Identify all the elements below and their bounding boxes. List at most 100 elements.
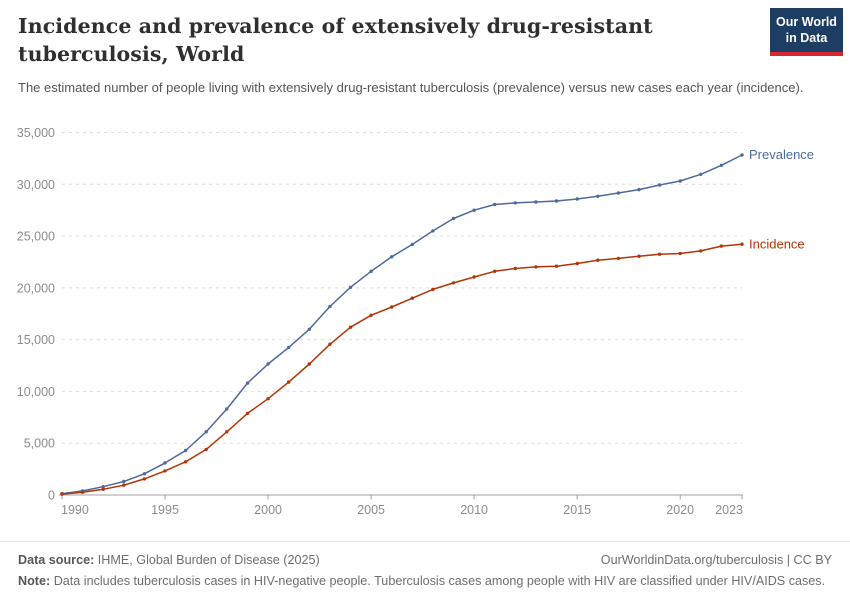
y-axis-tick-label: 25,000: [17, 230, 55, 244]
series-point: [245, 381, 250, 385]
series-point: [575, 261, 579, 266]
x-axis-tick-label: 2015: [563, 503, 591, 517]
series-point: [225, 407, 229, 411]
series-point: [266, 362, 270, 366]
x-axis-tick-label: 2010: [460, 503, 488, 517]
series-point: [534, 265, 538, 269]
series-point: [80, 490, 85, 494]
series-point: [410, 296, 414, 300]
series-point: [451, 281, 456, 285]
series-point: [307, 327, 311, 331]
x-axis-tick-label: 2005: [357, 503, 385, 517]
x-axis-tick-label: 2000: [254, 503, 282, 517]
y-axis-tick-label: 15,000: [17, 333, 55, 347]
series-point: [678, 179, 682, 183]
series-point: [142, 472, 147, 476]
series-point: [183, 460, 188, 464]
x-axis-tick-label: 2020: [666, 503, 694, 517]
series-point: [431, 229, 435, 233]
series-point: [183, 448, 188, 453]
y-axis-tick-label: 10,000: [17, 385, 55, 399]
series-point: [204, 447, 208, 452]
owid-logo: Our World in Data: [770, 8, 843, 57]
footer-source-row: Data source: IHME, Global Burden of Dise…: [18, 551, 832, 569]
series-point: [410, 242, 414, 247]
data-source: Data source: IHME, Global Burden of Dise…: [18, 551, 320, 569]
series-end-label-prevalence: Prevalence: [749, 147, 814, 162]
series-point: [163, 469, 167, 473]
series-point: [637, 254, 641, 258]
series-point: [60, 492, 64, 496]
series-point: [328, 304, 332, 309]
x-axis-tick-label: 2023: [715, 503, 743, 517]
y-axis-tick-label: 20,000: [17, 281, 55, 295]
series-point: [369, 313, 373, 317]
chart-title: Incidence and prevalence of extensively …: [18, 14, 653, 67]
series-point: [472, 208, 476, 212]
series-point: [493, 269, 497, 273]
series-point: [596, 194, 600, 198]
owid-url-link[interactable]: OurWorldinData.org/tuberculosis | CC BY: [600, 552, 832, 567]
chart-subtitle: The estimated number of people living wi…: [18, 79, 804, 95]
chart-area: 0 5,000 10,000 15,000 20,000 25,000 30,000 35,0…: [0, 120, 850, 525]
series-point: [369, 269, 373, 273]
series-point: [101, 487, 105, 491]
y-axis-tick-label: 5,000: [24, 437, 55, 451]
series-point: [616, 191, 621, 195]
y-axis-tick-label: 0: [48, 489, 55, 503]
series-point: [307, 362, 311, 366]
series-point: [266, 397, 270, 401]
series-point: [513, 266, 517, 271]
footer-note-text: Data includes tuberculosis cases in HIV-…: [53, 573, 826, 588]
series-point: [740, 242, 744, 246]
y-axis-tick-label: 30,000: [17, 178, 55, 192]
line-chart-canvas: 0 5,000 10,000 15,000 20,000 25,000 30,000 35,0…: [17, 126, 814, 517]
x-axis-tick-label: 1995: [151, 503, 179, 517]
series-point: [554, 264, 559, 268]
series-line-incidence: [61, 243, 743, 495]
series-end-label-incidence: Incidence: [749, 236, 805, 251]
series-point: [204, 430, 208, 434]
series-point: [719, 163, 724, 167]
series-point: [328, 342, 332, 346]
series-point: [122, 479, 126, 484]
series-point: [348, 325, 353, 329]
data-source-text: IHME, Global Burden of Disease (2025): [97, 552, 320, 567]
chart-header: Incidence and prevalence of extensively …: [18, 12, 832, 97]
series-point: [245, 411, 250, 416]
series-point: [534, 200, 538, 204]
series-point: [657, 183, 662, 187]
series-point: [122, 483, 126, 487]
series-point: [699, 249, 703, 253]
series-point: [493, 202, 497, 207]
series-point: [472, 275, 476, 279]
series-point: [596, 258, 600, 262]
series-line-prevalence: [61, 154, 743, 495]
series-point: [740, 153, 744, 157]
series-point: [142, 477, 147, 481]
chart-footer: Data source: IHME, Global Burden of Dise…: [0, 540, 850, 600]
series-point: [699, 172, 703, 176]
series-point: [163, 461, 167, 465]
footer-note: Note: Data includes tuberculosis cases i…: [18, 572, 832, 590]
series-point: [657, 252, 662, 256]
owid-logo-line1: Our World: [776, 15, 837, 29]
series-point: [287, 380, 291, 384]
series-point: [513, 201, 517, 205]
series-point: [287, 345, 291, 350]
series-point: [678, 251, 682, 256]
series-point: [637, 187, 641, 192]
series-point: [390, 305, 394, 309]
y-axis-tick-label: 35,000: [17, 126, 55, 140]
series-point: [390, 255, 394, 259]
series-point: [101, 485, 105, 489]
series-point: [431, 287, 435, 292]
footer-note-label: Note:: [18, 573, 51, 588]
series-point: [616, 256, 621, 261]
series-point: [225, 430, 229, 434]
x-axis-tick-label: 1990: [61, 503, 89, 517]
series-point: [575, 197, 579, 201]
series-point: [451, 216, 456, 221]
series-point: [554, 199, 559, 203]
